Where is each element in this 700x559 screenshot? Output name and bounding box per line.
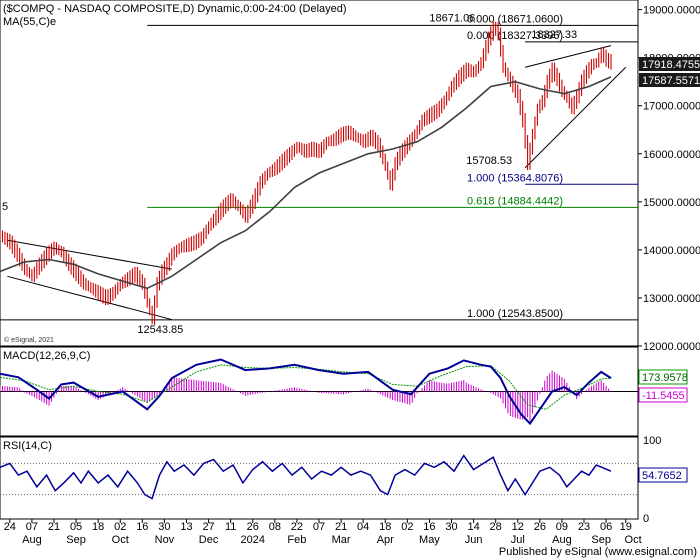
x-month-label: Apr	[377, 534, 394, 546]
price-tick-label: 15000.0000	[643, 197, 700, 209]
ma-value-flag: 17587.5571	[639, 73, 700, 87]
price-tick-label: 14000.0000	[643, 245, 700, 257]
price-tick-label: 12000.0000	[643, 341, 700, 353]
x-month-label: 2024	[241, 534, 265, 546]
macd-line	[0, 358, 612, 426]
fib-level-label: 0.618 (14884.4442)	[467, 195, 563, 207]
x-day-label: 19	[620, 521, 632, 533]
x-month-label: Sep	[591, 534, 611, 546]
rsi-tick-label: 0	[643, 513, 649, 525]
price-tick-label: 19000.0000	[643, 5, 700, 17]
x-day-label: 18	[379, 521, 391, 533]
price-annotations: 18671.06 18327.33 15708.53 12543.85	[137, 12, 577, 335]
x-month-label: Feb	[287, 534, 306, 546]
rsi-panel	[0, 436, 639, 520]
x-day-label: 27	[202, 521, 214, 533]
fib-level-label: 1.000 (12543.8500)	[467, 308, 563, 320]
x-month-label: May	[419, 534, 440, 546]
x-day-label: 16	[423, 521, 435, 533]
x-month-label: Aug	[552, 534, 572, 546]
fibonacci-levels: 0.000 (18671.0600)0.000 (18327.3396)1.00…	[0, 13, 638, 321]
svg-text:17918.4755: 17918.4755	[642, 59, 700, 71]
svg-text:-11.5455: -11.5455	[642, 390, 685, 402]
x-day-label: 26	[534, 521, 546, 533]
x-day-label: 30	[445, 521, 457, 533]
channel-line	[7, 239, 172, 270]
x-day-label: 05	[70, 521, 82, 533]
x-month-label: Sep	[66, 534, 86, 546]
macd-legend: MACD(12,26,9,C)	[3, 350, 90, 362]
footer: Published by eSignal (www.esignal.com)	[499, 546, 697, 558]
x-day-label: 16	[136, 521, 148, 533]
x-axis: 24 07 21 05 18 02 16 30 13 27 11 26 08 22 07 21 04 18 02 16…	[4, 519, 642, 546]
chart-title: ($COMPQ - NASDAQ COMPOSITE,D) Dynamic,0:…	[3, 3, 347, 15]
svg-text:54.7652: 54.7652	[642, 470, 682, 482]
rsi-legend: RSI(14,C)	[3, 440, 52, 452]
rsi-y-axis: 100 0	[643, 435, 661, 525]
x-month-label: Oct	[112, 534, 129, 546]
x-month-label: Aug	[22, 534, 42, 546]
channel-line	[524, 66, 627, 169]
price-tick-label: 16000.0000	[643, 149, 700, 161]
x-day-label: 02	[114, 521, 126, 533]
svg-text:173.9578: 173.9578	[642, 372, 688, 384]
x-day-label: 22	[291, 521, 303, 533]
x-day-label: 04	[357, 521, 369, 533]
ma-legend: MA(55,C)e	[3, 16, 56, 28]
rsi-value-flag: 54.7652	[638, 467, 688, 483]
x-month-label: Jul	[511, 534, 525, 546]
x-day-label: 07	[313, 521, 325, 533]
rsi-tick-label: 100	[643, 435, 661, 447]
price-tick-label: 17000.0000	[643, 101, 700, 113]
x-day-label: 26	[247, 521, 259, 533]
channel-lines	[7, 45, 627, 321]
x-month-label: Dec	[199, 534, 219, 546]
x-day-label: 06	[600, 521, 612, 533]
price-annotation: 15708.53	[466, 155, 512, 167]
x-day-label: 30	[158, 521, 170, 533]
ma-line	[0, 76, 612, 290]
x-day-label: 07	[26, 521, 38, 533]
x-day-label: 23	[578, 521, 590, 533]
x-day-label: 24	[4, 521, 16, 533]
svg-text:17587.5571: 17587.5571	[642, 75, 700, 87]
x-day-label: 21	[335, 521, 347, 533]
price-annotation: 18671.06	[429, 12, 475, 24]
x-day-label: 21	[48, 521, 60, 533]
x-month-label: Jun	[465, 534, 483, 546]
x-day-label: 11	[225, 521, 236, 533]
hist-value-flag: -11.5455	[638, 387, 688, 403]
channel-line	[7, 275, 172, 321]
macd-signal-line	[0, 364, 612, 410]
last-price-flag: 17918.4755	[639, 57, 700, 71]
fib-level-label: 0.000 (18671.0600)	[467, 13, 563, 25]
corner-mark: 5	[2, 201, 8, 213]
x-day-label: 02	[401, 521, 413, 533]
macd-histogram	[0, 370, 610, 421]
x-day-label: 18	[92, 521, 104, 533]
rsi-line	[0, 454, 612, 500]
x-day-label: 28	[490, 521, 502, 533]
fib-level-label: 1.000 (15364.8076)	[467, 172, 563, 184]
x-day-label: 08	[269, 521, 281, 533]
x-month-label: Mar	[332, 534, 351, 546]
price-tick-label: 13000.0000	[643, 293, 700, 305]
watermark: © eSignal, 2021	[4, 336, 54, 344]
x-month-label: Oct	[625, 534, 642, 546]
price-y-axis: 19000.000018000.000017000.000016000.0000…	[638, 5, 700, 353]
price-annotation: 18327.33	[531, 29, 577, 41]
x-day-label: 09	[556, 521, 568, 533]
macd-value-flag: 173.9578	[638, 369, 688, 385]
x-day-label: 14	[467, 521, 479, 533]
channel-line	[525, 45, 612, 68]
x-day-label: 12	[512, 521, 524, 533]
x-month-label: Nov	[155, 534, 175, 546]
x-day-label: 13	[180, 521, 192, 533]
price-annotation: 12543.85	[137, 324, 183, 336]
